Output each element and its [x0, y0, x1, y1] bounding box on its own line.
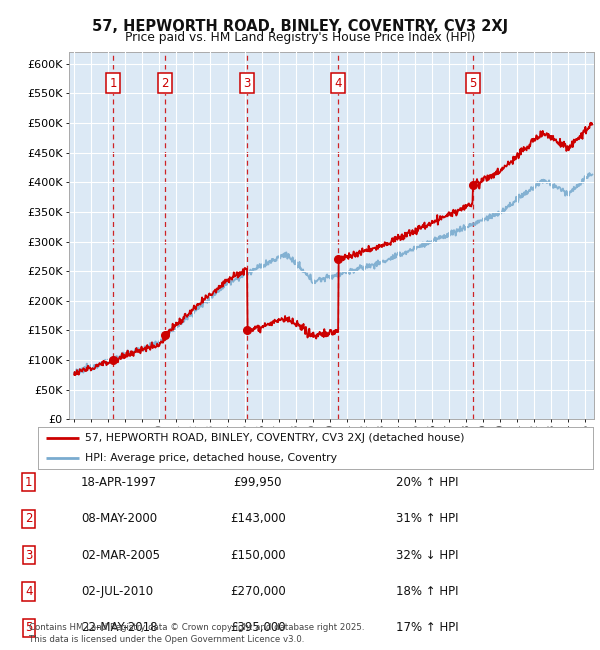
Text: 18-APR-1997: 18-APR-1997 [81, 476, 157, 489]
Text: 02-MAR-2005: 02-MAR-2005 [81, 549, 160, 562]
Text: 3: 3 [244, 77, 251, 90]
Text: Price paid vs. HM Land Registry's House Price Index (HPI): Price paid vs. HM Land Registry's House … [125, 31, 475, 44]
Text: £270,000: £270,000 [230, 585, 286, 598]
Text: 57, HEPWORTH ROAD, BINLEY, COVENTRY, CV3 2XJ (detached house): 57, HEPWORTH ROAD, BINLEY, COVENTRY, CV3… [85, 433, 464, 443]
Text: £395,000: £395,000 [230, 621, 286, 634]
Text: 18% ↑ HPI: 18% ↑ HPI [396, 585, 458, 598]
Text: 02-JUL-2010: 02-JUL-2010 [81, 585, 153, 598]
Text: 2: 2 [25, 512, 32, 525]
Text: 22-MAY-2018: 22-MAY-2018 [81, 621, 157, 634]
Text: £99,950: £99,950 [234, 476, 282, 489]
Text: 31% ↑ HPI: 31% ↑ HPI [396, 512, 458, 525]
Text: £150,000: £150,000 [230, 549, 286, 562]
Text: 3: 3 [25, 549, 32, 562]
Text: Contains HM Land Registry data © Crown copyright and database right 2025.
This d: Contains HM Land Registry data © Crown c… [29, 623, 364, 644]
Text: 5: 5 [469, 77, 476, 90]
Text: 08-MAY-2000: 08-MAY-2000 [81, 512, 157, 525]
Text: 32% ↓ HPI: 32% ↓ HPI [396, 549, 458, 562]
Text: HPI: Average price, detached house, Coventry: HPI: Average price, detached house, Cove… [85, 453, 337, 463]
Text: 20% ↑ HPI: 20% ↑ HPI [396, 476, 458, 489]
Text: 4: 4 [335, 77, 342, 90]
Text: 57, HEPWORTH ROAD, BINLEY, COVENTRY, CV3 2XJ: 57, HEPWORTH ROAD, BINLEY, COVENTRY, CV3… [92, 20, 508, 34]
Text: 1: 1 [25, 476, 32, 489]
Text: 2: 2 [161, 77, 169, 90]
Text: 5: 5 [25, 621, 32, 634]
Text: 4: 4 [25, 585, 32, 598]
Text: 1: 1 [109, 77, 117, 90]
Text: £143,000: £143,000 [230, 512, 286, 525]
Text: 17% ↑ HPI: 17% ↑ HPI [396, 621, 458, 634]
